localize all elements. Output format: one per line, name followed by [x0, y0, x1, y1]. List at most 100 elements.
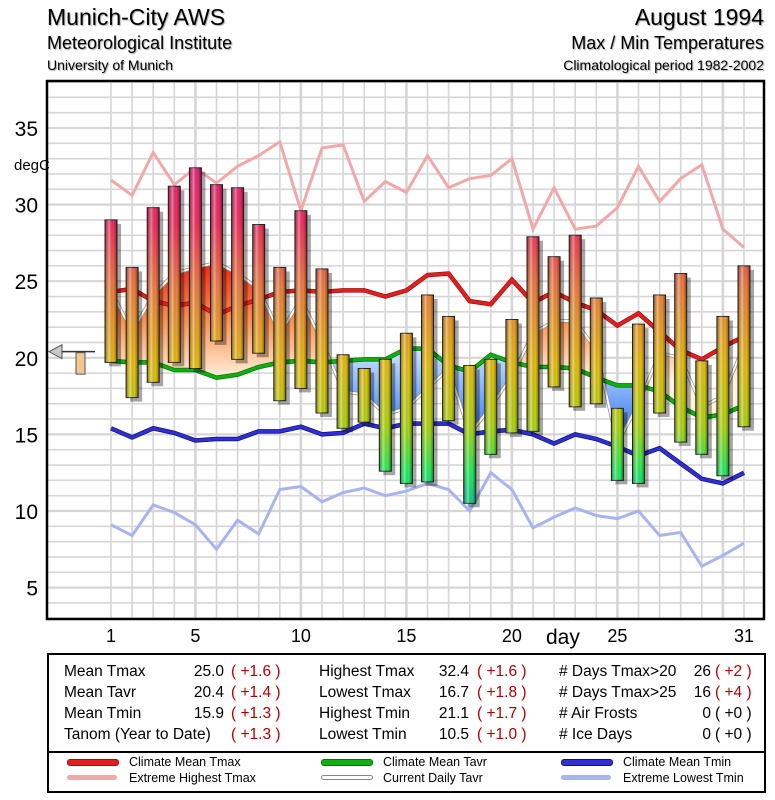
legend-swatch-extreme-lowest-tmin [561, 775, 611, 780]
legend-label: Current Daily Tavr [383, 771, 483, 785]
stat-value: 21.1 [438, 705, 469, 722]
day-bar-shine [147, 207, 160, 383]
statistics-panel: Mean Tmax 25.0 ( +1.6 ) Mean Tavr 20.4 (… [47, 653, 766, 755]
x-tick-label: 31 [734, 626, 754, 646]
day-bar-shine [337, 354, 350, 429]
y-tick-label: 20 [15, 348, 38, 371]
stat-label: Lowest Tmin [319, 726, 407, 743]
legend-label: Climate Mean Tavr [383, 755, 487, 769]
day-bar-shine [231, 187, 244, 360]
stat-value: 26 [693, 663, 711, 680]
legend-swatch-extreme-highest-tmax [67, 775, 117, 780]
day-bar-shine [527, 236, 539, 432]
day-bar-shine [421, 294, 434, 482]
legend-label: Extreme Lowest Tmin [623, 771, 744, 785]
y-axis-label: degC [14, 157, 50, 174]
day-bar-shine [738, 265, 750, 427]
day-bar-shine [548, 256, 561, 387]
legend-label: Climate Mean Tmax [129, 755, 241, 769]
day-bar-shine [590, 298, 603, 404]
stat-label: Highest Tmax [319, 663, 415, 680]
x-tick-label: 20 [502, 626, 522, 646]
extreme-lowest-tmin-line [110, 470, 745, 569]
day-bar-shine [674, 273, 687, 443]
y-tick-label: 30 [15, 195, 38, 218]
day-bar-shine [463, 365, 476, 504]
legend-swatch-current-daily-tavr [321, 775, 373, 780]
x-axis-label: day [546, 626, 580, 649]
day-bar-shine [695, 360, 708, 455]
x-tick-label: 5 [190, 626, 200, 646]
day-bar-shine [400, 333, 413, 484]
mean-tavr-arrow-icon [47, 343, 63, 360]
day-bar-shine [294, 210, 307, 389]
day-bar-shine [379, 359, 392, 472]
university-title: University of Munich [47, 57, 174, 73]
stat-value: 32.4 [438, 663, 469, 680]
stat-label: Lowest Tmax [319, 684, 411, 701]
stat-label: # Ice Days [559, 726, 633, 743]
y-tick-label: 15 [15, 424, 38, 447]
period-title: Climatological period 1982-2002 [563, 57, 764, 73]
legend: Climate Mean Tmax Extreme Highest Tmax C… [47, 751, 766, 793]
x-tick-label: 1 [106, 626, 116, 646]
stat-value: 16 [693, 684, 711, 701]
stat-anomaly: ( +2 ) [715, 663, 752, 680]
stat-value: 16.7 [438, 684, 469, 701]
legend-swatch-climate-mean-tavr [321, 759, 373, 766]
stat-label: Mean Tmax [64, 663, 146, 680]
day-bar-shine [484, 359, 497, 455]
day-bar-shine [716, 316, 729, 476]
day-bar-shine [358, 368, 371, 423]
day-bar-shine [189, 167, 202, 369]
day-bar-shine [273, 267, 286, 401]
plot-frame [45, 79, 766, 621]
legend-label: Extreme Highest Tmax [129, 771, 256, 785]
y-tick-labels: 5 10 15 20 25 30 35 [15, 118, 38, 601]
stat-anomaly: ( +1.4 ) [231, 684, 281, 701]
extreme-highest-tmax-line [110, 139, 745, 249]
mean-tavr-marker [47, 343, 95, 375]
stat-value: 15.9 [193, 705, 224, 722]
stat-label: Mean Tavr [64, 684, 137, 701]
day-bar-shine [653, 294, 666, 413]
x-tick-label: 15 [396, 626, 416, 646]
y-tick-label: 10 [15, 501, 38, 524]
stat-label: # Days Tmax>25 [559, 684, 677, 701]
stat-value: 10.5 [438, 726, 469, 743]
day-bar-shine [442, 316, 455, 421]
day-bar-shine [569, 235, 582, 407]
y-tick-label: 35 [15, 118, 38, 141]
stat-anomaly: ( +1.8 ) [477, 684, 527, 701]
stat-anomaly: ( +1.3 ) [231, 726, 281, 743]
legend-swatch-climate-mean-tmax [67, 759, 119, 766]
x-tick-label: 25 [607, 626, 627, 646]
day-bar-shine [168, 186, 181, 363]
stat-label: Tanom (Year to Date) [64, 726, 211, 743]
stat-value: 0 [702, 726, 711, 743]
day-bar-shine [126, 267, 139, 398]
day-bar-shine [252, 224, 265, 354]
day-bar-shine [105, 219, 117, 363]
institute-title: Meteorological Institute [47, 33, 233, 53]
month-title: August 1994 [634, 4, 764, 30]
stat-anomaly: ( +1.7 ) [477, 705, 527, 722]
stat-anomaly: ( +4 ) [715, 684, 752, 701]
day-bar-shine [611, 408, 624, 481]
chart-subtitle: Max / Min Temperatures [571, 33, 764, 53]
stat-label: # Air Frosts [559, 705, 638, 722]
day-bar-shine [632, 324, 645, 484]
x-tick-label: 10 [291, 626, 311, 646]
stat-label: Mean Tmin [64, 705, 142, 722]
x-tick-labels: 1 5 10 15 20 25 31 [106, 626, 754, 646]
stat-anomaly: ( +0 ) [715, 705, 752, 722]
stat-anomaly: ( +1.6 ) [231, 663, 281, 680]
stat-label: Highest Tmin [319, 705, 411, 722]
y-tick-label: 25 [15, 271, 38, 294]
stat-anomaly: ( +1.3 ) [231, 705, 281, 722]
stat-anomaly: ( +1.0 ) [477, 726, 527, 743]
day-bar-shine [505, 319, 518, 433]
stat-value: 20.4 [193, 684, 224, 701]
stat-value: 25.0 [193, 663, 224, 680]
